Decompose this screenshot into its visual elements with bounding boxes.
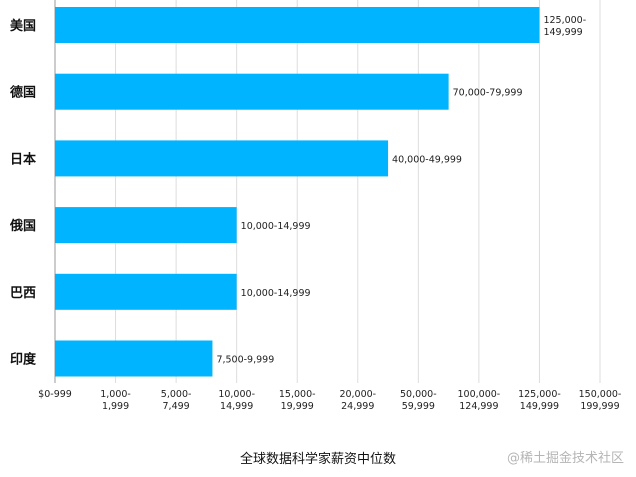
category-label: 日本 [10, 151, 36, 167]
bar [55, 207, 237, 244]
data-label: 125,000-149,999 [543, 15, 586, 38]
x-tick-label: 150,000-199,999 [579, 389, 622, 412]
x-tick-label: 5,000-7,499 [161, 389, 192, 412]
x-tick-label: 50,000-59,999 [400, 389, 437, 412]
category-label: 德国 [10, 85, 36, 101]
category-label: 巴西 [10, 286, 36, 301]
x-tick-label: 1,000-1,999 [100, 389, 131, 412]
bar [55, 140, 389, 177]
x-axis-ticks: $0-999 1,000-1,999 5,000-7,499 10,000-14,99… [38, 389, 621, 412]
x-tick-label: $0-999 [38, 389, 72, 400]
bars [55, 7, 540, 377]
category-label: 印度 [10, 352, 37, 368]
bar [55, 340, 213, 377]
category-label: 美国 [10, 18, 36, 34]
data-label: 10,000-14,999 [241, 221, 311, 232]
bar [55, 7, 540, 43]
chart-title: 全球数据科学家薪资中位数 [239, 452, 396, 467]
gridlines [54, 0, 601, 383]
x-tick-label: 15,000-19,999 [279, 389, 316, 412]
category-label: 俄国 [9, 218, 36, 234]
x-tick-label: 125,000-149,999 [518, 389, 561, 412]
bar [55, 273, 237, 310]
x-tick-label: 10,000-14,999 [218, 389, 255, 412]
data-label: 70,000-79,999 [453, 88, 523, 99]
watermark: @稀土掘金技术社区 [506, 451, 624, 466]
x-tick-label: 100,000-124,999 [458, 389, 501, 412]
data-label: 10,000-14,999 [241, 288, 311, 299]
data-label: 40,000-49,999 [392, 154, 462, 165]
data-label: 7,500-9,999 [216, 355, 274, 366]
x-tick-label: 20,000-24,999 [339, 389, 376, 412]
bar [55, 73, 449, 110]
data-labels: 125,000-149,999 70,000-79,999 40,000-49,99… [216, 15, 586, 366]
